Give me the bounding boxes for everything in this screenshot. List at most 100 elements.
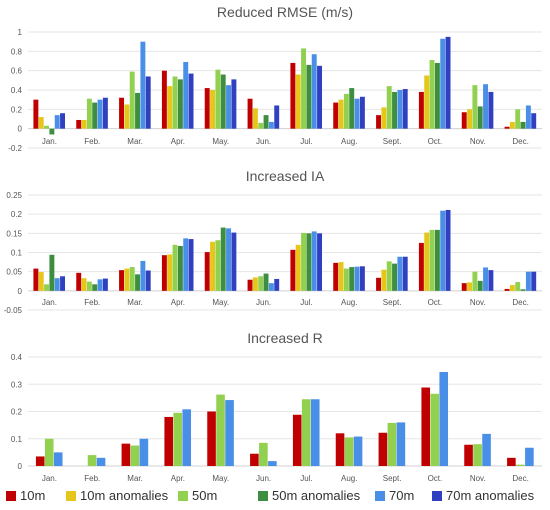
x-tick-label: Jul. [300,298,312,307]
x-tick-label: Jul. [300,474,312,483]
legend-swatch [258,491,268,501]
bar-10m-anomalies-Apr [167,86,173,129]
x-tick-label: Nov. [470,474,486,483]
bar-70m-May [226,228,232,291]
bar-10m-anomalies-May [210,90,216,129]
bar-10m-anomalies-Aug [338,262,344,291]
x-tick-label: Feb. [84,474,100,483]
bar-10m-anomalies-Dec [509,121,515,129]
bar-10m-anomalies-May [210,241,216,291]
chart-title: Increased R [247,330,322,346]
bar-50m-anomalies-Sept [392,91,398,129]
bar-10m-anomalies-Jan [38,117,44,129]
bar-70m-anomalies-Jan [60,113,66,129]
bar-50m-anomalies-Mar [135,274,141,291]
bar-50m-anomalies-Aug [349,88,355,129]
bar-70m-Nov [483,267,489,291]
bar-50m-Oct [429,229,435,291]
bar-50m-Mar [129,71,135,129]
bar-50m-Mar [129,267,135,291]
bar-50m-Apr [172,76,178,129]
bar-10m-Jun [250,453,259,466]
x-tick-label: Dec. [512,298,528,307]
bar-70m-Nov [483,84,489,129]
bar-70m-Jan [54,115,60,129]
bar-50m-Nov [472,271,478,291]
bar-70m-Nov [482,433,491,466]
bar-10m-Nov [461,112,467,129]
legend-swatch [432,491,442,501]
legend-swatch [375,491,385,501]
bar-10m-Mar [121,443,131,466]
x-tick-label: Jan. [42,474,57,483]
bar-70m-anomalies-Nov [488,91,494,129]
legend-swatch [178,491,188,501]
bar-10m-anomalies-Mar [124,268,130,291]
bar-70m-anomalies-Jan [60,276,66,291]
bar-10m-Sept [376,277,382,291]
bar-50m-Nov [473,444,482,466]
y-tick-label: 0.05 [6,268,22,277]
bar-10m-Mar [119,270,125,291]
bar-50m-anomalies-Jun [263,115,269,129]
y-tick-label: 0 [18,125,23,134]
bar-70m-Aug [353,436,363,466]
legend-label: 10m anomalies [80,488,169,503]
bar-50m-Oct [429,60,435,129]
bar-10m-May [207,411,216,466]
bar-10m-Jun [247,279,253,291]
x-tick-label: Dec. [512,137,528,146]
x-tick-label: Jun. [256,474,271,483]
bar-70m-anomalies-Feb [102,97,108,129]
x-tick-label: Oct. [428,474,443,483]
bar-50m-Jun [259,442,268,466]
bar-70m-anomalies-May [231,79,237,129]
bar-10m-Feb [76,119,82,129]
bar-10m-anomalies-Feb [81,119,87,129]
bar-50m-Aug [343,93,349,129]
bar-10m-Sept [378,432,388,466]
legend-label: 70m anomalies [446,488,535,503]
bar-70m-anomalies-Aug [359,266,365,291]
bar-10m-anomalies-Dec [509,285,515,291]
bar-50m-anomalies-Oct [434,229,440,291]
bar-50m-Jan [44,438,54,466]
bar-50m-Jul [301,232,307,291]
bar-50m-anomalies-Aug [349,267,355,291]
bar-50m-anomalies-Oct [434,62,440,129]
bar-10m-anomalies-Apr [167,254,173,291]
bar-10m-anomalies-Jul [295,244,301,291]
bar-70m-Jun [268,283,274,291]
bar-70m-Sept [396,422,406,466]
x-tick-label: Aug. [341,137,357,146]
x-tick-label: Feb. [84,298,100,307]
x-tick-label: Oct. [428,137,443,146]
bar-70m-anomalies-Apr [188,73,194,129]
bar-50m-Feb [87,455,97,466]
chart-legend: 10m 10m anomalies 50m 50m anomalies 70m 70m a… [6,488,535,503]
bar-50m-Dec [515,282,521,291]
bar-50m-anomalies-Sept [392,263,398,291]
bar-50m-anomalies-Apr [177,79,183,129]
x-tick-label: Aug. [341,298,357,307]
x-tick-label: Feb. [84,137,100,146]
y-tick-label: 1 [18,28,23,37]
bar-50m-Dec [516,464,525,466]
bar-50m-Jul [301,48,307,129]
y-tick-label: 0.2 [11,105,23,114]
bar-50m-Jun [258,276,264,291]
bar-10m-Jul [292,414,302,466]
bar-70m-Jul [310,399,320,466]
y-tick-label: 0.4 [11,353,23,362]
bar-70m-May [226,85,232,129]
bar-50m-Sept [386,86,392,129]
bar-10m-Feb [76,272,82,291]
bar-10m-Nov [461,283,467,291]
bar-70m-Dec [525,105,531,129]
bar-10m-Jul [290,62,296,129]
bar-50m-Feb [86,98,92,129]
bar-10m-Aug [333,102,339,129]
bar-10m-anomalies-Jun [252,108,258,129]
bar-10m-Sept [376,115,382,129]
y-tick-label: 0.4 [11,86,23,95]
